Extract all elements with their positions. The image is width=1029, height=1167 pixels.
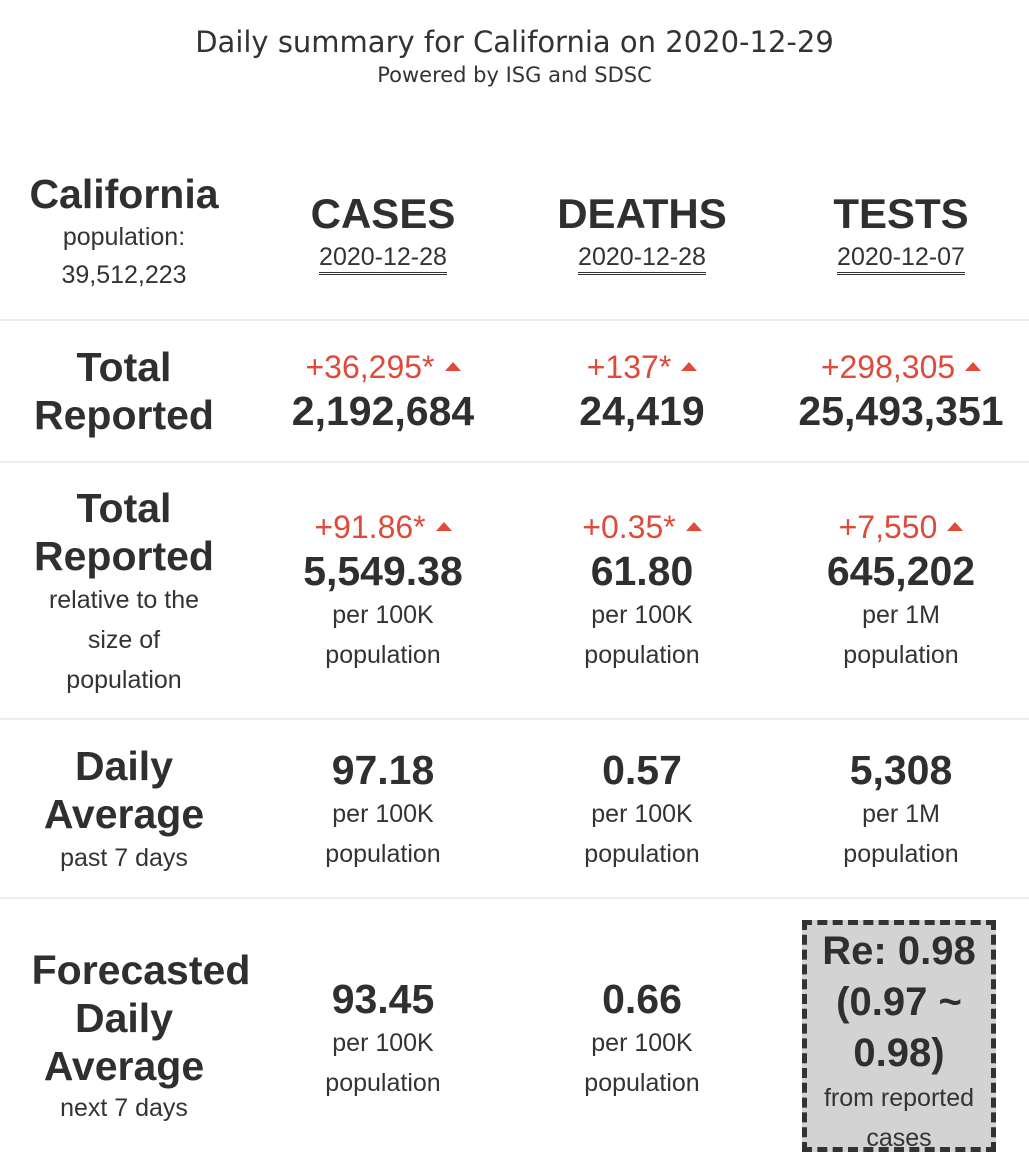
unit-label: per 1M — [862, 601, 940, 629]
region-name: California — [29, 171, 219, 217]
relative-cases-cell: +91.86* 5,549.38 per 100K population — [253, 507, 513, 675]
row-divider — [0, 897, 1029, 899]
relative-tests-cell: +7,550 645,202 per 1M population — [771, 507, 1029, 675]
up-arrow-icon — [681, 362, 698, 372]
re-interval: 0.98) — [853, 1031, 945, 1075]
row-label-line: Total — [76, 344, 172, 390]
population-value: 39,512,223 — [61, 261, 187, 289]
delta-value: +0.35* — [513, 507, 771, 547]
row-label-line: Average — [43, 1043, 205, 1089]
total-value: 2,192,684 — [291, 388, 475, 434]
up-arrow-icon — [965, 362, 982, 372]
unit-label: population — [584, 641, 700, 669]
total-tests-cell: +298,305 25,493,351 — [771, 347, 1029, 435]
unit-label: population — [843, 840, 959, 868]
up-arrow-icon — [685, 522, 702, 532]
unit-label: population — [843, 641, 959, 669]
unit-label: per 100K — [591, 800, 693, 828]
unit-label: population — [584, 1069, 700, 1097]
page-header: Daily summary for California on 2020-12-… — [0, 22, 1029, 88]
row-label-forecast: Forecasted — [12, 946, 270, 994]
delta-value: +137* — [513, 347, 771, 387]
unit-label: per 100K — [332, 800, 434, 828]
unit-label: per 100K — [332, 1029, 434, 1057]
relative-value: 5,549.38 — [303, 548, 463, 594]
column-header-deaths: DEATHS 2020-12-28 — [513, 190, 771, 275]
page-title: Daily summary for California on 2020-12-… — [195, 25, 834, 59]
row-label-line: Average — [43, 791, 205, 837]
region-header: California population: 39,512,223 — [0, 170, 248, 294]
row-label-line: Total — [76, 485, 172, 531]
delta-value: +298,305 — [771, 347, 1029, 387]
up-arrow-icon — [444, 362, 461, 372]
row-label-sub: next 7 days — [60, 1094, 188, 1122]
row-divider — [0, 319, 1029, 321]
row-label-line: Daily — [75, 995, 173, 1041]
delta-value: +7,550 — [771, 507, 1029, 547]
column-date-link[interactable]: 2020-12-28 — [319, 242, 447, 275]
daily-value: 0.57 — [602, 747, 682, 793]
unit-label: population — [325, 641, 441, 669]
daily-tests-cell: 5,308 per 1M population — [771, 746, 1029, 874]
row-label-sub: past 7 days — [60, 844, 188, 872]
column-title: DEATHS — [557, 190, 727, 237]
up-arrow-icon — [947, 522, 964, 532]
delta-value: +36,295* — [253, 347, 513, 387]
row-label-sub: size of — [87, 626, 161, 654]
row-label-line: Daily — [75, 743, 173, 789]
re-value: Re: 0.98 — [822, 929, 976, 973]
unit-label: population — [584, 840, 700, 868]
row-label-line: Reported — [34, 392, 214, 438]
forecast-value: 0.66 — [602, 976, 682, 1022]
daily-deaths-cell: 0.57 per 100K population — [513, 746, 771, 874]
row-label-line: Forecasted — [31, 947, 251, 993]
re-source-label: from reported — [823, 1084, 975, 1112]
forecast-deaths-cell: 0.66 per 100K population — [513, 975, 771, 1103]
forecast-value: 93.45 — [331, 976, 435, 1022]
delta-value: +91.86* — [253, 507, 513, 547]
row-label-relative: Total Reported relative to the size of p… — [0, 484, 248, 700]
daily-cases-cell: 97.18 per 100K population — [253, 746, 513, 874]
row-label-forecast-rest: Daily Average next 7 days — [0, 994, 248, 1126]
unit-label: per 100K — [591, 601, 693, 629]
unit-label: per 1M — [862, 800, 940, 828]
column-date-link[interactable]: 2020-12-07 — [837, 242, 965, 275]
re-source-label: cases — [866, 1124, 932, 1152]
row-label-daily: Daily Average past 7 days — [0, 742, 248, 878]
forecast-cases-cell: 93.45 per 100K population — [253, 975, 513, 1103]
relative-deaths-cell: +0.35* 61.80 per 100K population — [513, 507, 771, 675]
unit-label: population — [325, 1069, 441, 1097]
re-interval: (0.97 ~ — [836, 980, 962, 1024]
total-value: 24,419 — [579, 388, 705, 434]
page-subtitle: Powered by ISG and SDSC — [377, 63, 652, 87]
total-deaths-cell: +137* 24,419 — [513, 347, 771, 435]
total-value: 25,493,351 — [798, 388, 1004, 434]
unit-label: population — [325, 840, 441, 868]
column-title: CASES — [310, 190, 456, 237]
unit-label: per 100K — [591, 1029, 693, 1057]
relative-value: 645,202 — [826, 548, 976, 594]
re-estimate-box: Re: 0.98 (0.97 ~ 0.98) from reported cas… — [802, 920, 996, 1152]
total-cases-cell: +36,295* 2,192,684 — [253, 347, 513, 435]
column-header-tests: TESTS 2020-12-07 — [771, 190, 1029, 275]
unit-label: per 100K — [332, 601, 434, 629]
column-date-link[interactable]: 2020-12-28 — [578, 242, 706, 275]
relative-value: 61.80 — [590, 548, 694, 594]
column-title: TESTS — [833, 190, 969, 237]
up-arrow-icon — [435, 522, 452, 532]
row-divider — [0, 461, 1029, 463]
row-label-total: Total Reported — [0, 343, 248, 439]
daily-value: 97.18 — [331, 747, 435, 793]
row-divider — [0, 718, 1029, 720]
daily-value: 5,308 — [849, 747, 953, 793]
column-header-cases: CASES 2020-12-28 — [253, 190, 513, 275]
row-label-sub: population — [66, 666, 182, 694]
row-label-sub: relative to the — [48, 586, 200, 614]
row-label-line: Reported — [34, 533, 214, 579]
population-label: population: — [62, 223, 186, 251]
